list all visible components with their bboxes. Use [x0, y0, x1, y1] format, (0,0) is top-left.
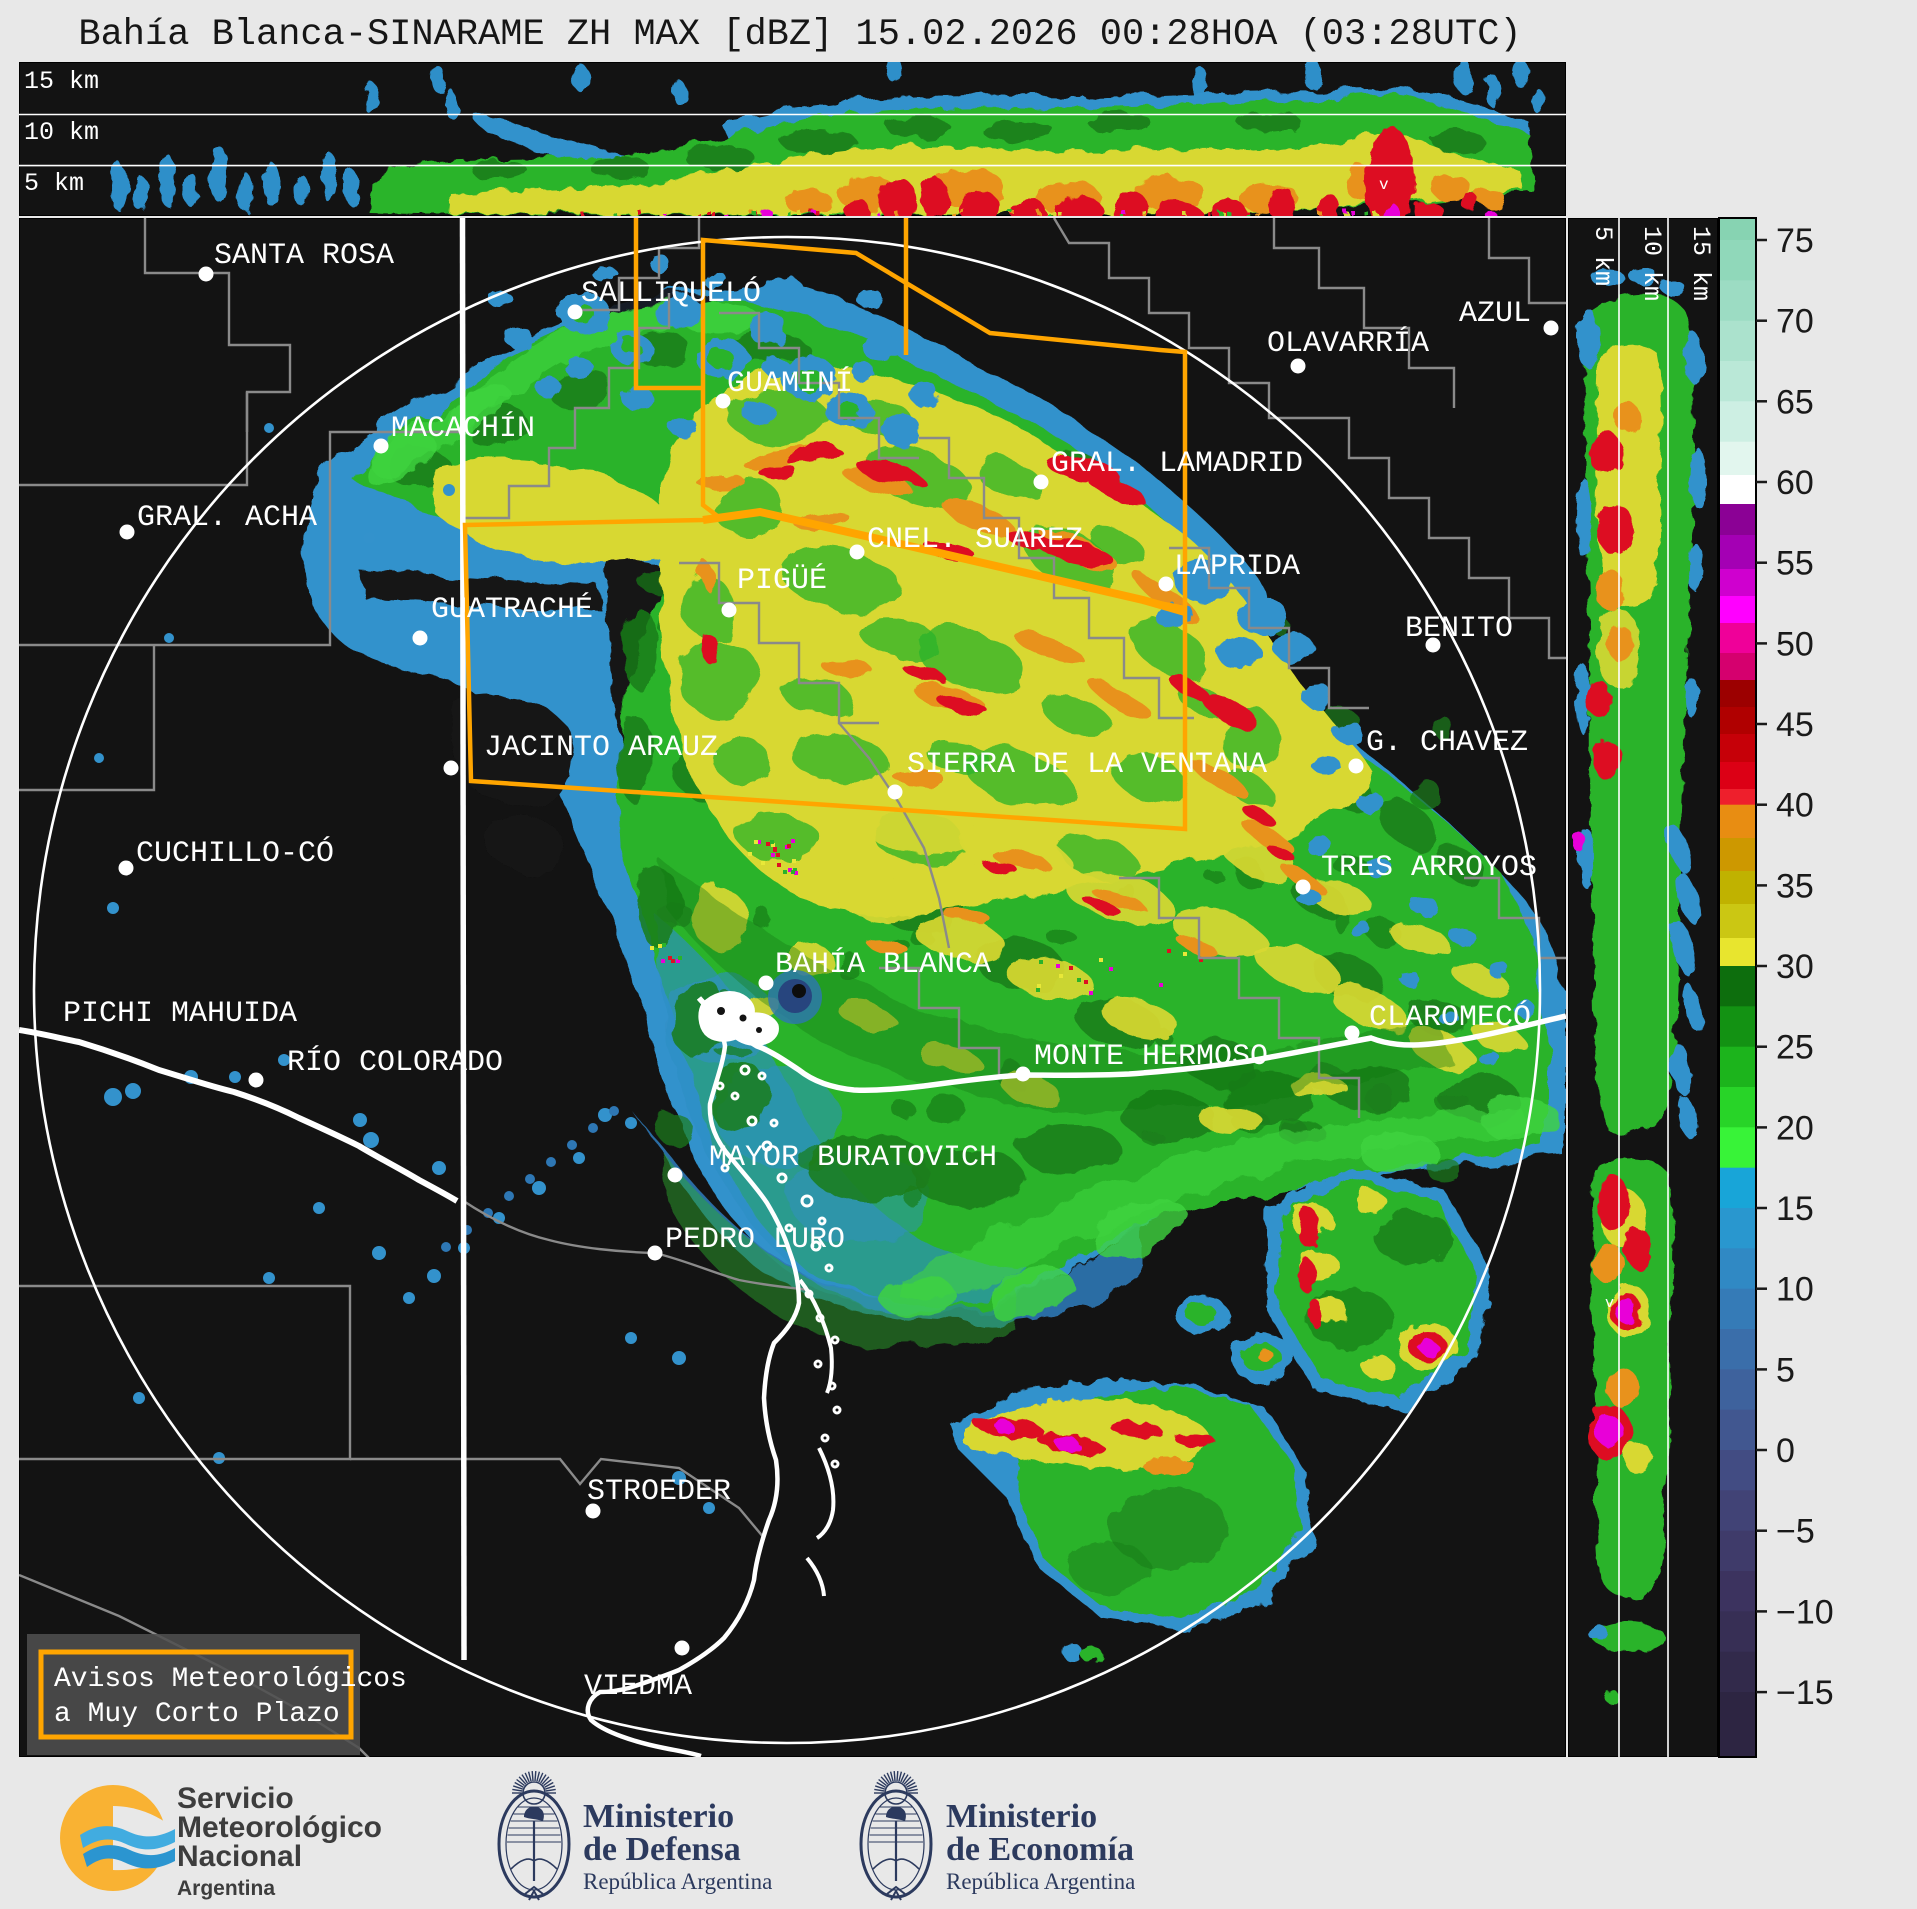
svg-text:PEDRO LURO: PEDRO LURO	[665, 1223, 845, 1257]
svg-text:10: 10	[1776, 1271, 1814, 1309]
svg-text:40: 40	[1776, 787, 1814, 825]
svg-text:20: 20	[1776, 1109, 1814, 1147]
svg-text:JACINTO ARAUZ: JACINTO ARAUZ	[484, 731, 718, 765]
svg-text:35: 35	[1776, 867, 1814, 905]
svg-text:GRAL. ACHA: GRAL. ACHA	[137, 501, 317, 535]
svg-text:Avisos Meteorológicos: Avisos Meteorológicos	[54, 1664, 407, 1695]
svg-text:CLAROMECÓ: CLAROMECÓ	[1369, 1000, 1531, 1035]
svg-text:5 km: 5 km	[24, 169, 84, 198]
svg-text:BAHÍA BLANCA: BAHÍA BLANCA	[775, 947, 991, 982]
svg-text:50: 50	[1776, 625, 1814, 663]
svg-text:G. CHAVEZ: G. CHAVEZ	[1366, 726, 1528, 760]
svg-text:60: 60	[1776, 464, 1814, 502]
svg-text:−15: −15	[1776, 1674, 1834, 1712]
svg-text:10 km: 10 km	[24, 118, 99, 147]
svg-text:GUATRACHÉ: GUATRACHÉ	[431, 592, 593, 627]
svg-text:SIERRA DE LA VENTANA: SIERRA DE LA VENTANA	[907, 748, 1267, 782]
svg-text:CUCHILLO-CÓ: CUCHILLO-CÓ	[136, 836, 334, 871]
svg-text:TRES ARROYOS: TRES ARROYOS	[1321, 851, 1537, 885]
svg-text:5: 5	[1776, 1351, 1795, 1389]
svg-text:55: 55	[1776, 545, 1814, 583]
svg-text:15: 15	[1776, 1190, 1814, 1228]
svg-text:GRAL. LAMADRID: GRAL. LAMADRID	[1051, 447, 1303, 481]
svg-text:15 km: 15 km	[24, 67, 99, 96]
svg-text:−5: −5	[1776, 1513, 1815, 1551]
svg-text:AZUL: AZUL	[1459, 297, 1531, 331]
svg-text:SANTA ROSA: SANTA ROSA	[214, 239, 394, 273]
svg-text:BENITO: BENITO	[1405, 612, 1513, 646]
svg-text:SALLIQUELÓ: SALLIQUELÓ	[581, 276, 761, 311]
svg-text:STROEDER: STROEDER	[587, 1475, 731, 1509]
svg-text:OLAVARRÍA: OLAVARRÍA	[1267, 326, 1429, 361]
svg-text:10 km: 10 km	[1637, 226, 1666, 301]
svg-text:MONTE HERMOSO: MONTE HERMOSO	[1034, 1040, 1268, 1074]
svg-text:CNEL. SUAREZ: CNEL. SUAREZ	[867, 523, 1083, 557]
svg-text:PICHI MAHUIDA: PICHI MAHUIDA	[63, 997, 297, 1031]
svg-text:MACACHÍN: MACACHÍN	[391, 411, 535, 446]
svg-text:v: v	[1605, 1295, 1614, 1312]
svg-text:LAPRIDA: LAPRIDA	[1174, 550, 1300, 584]
svg-text:0: 0	[1776, 1432, 1795, 1470]
svg-text:75: 75	[1776, 222, 1814, 260]
svg-text:70: 70	[1776, 303, 1814, 341]
svg-text:GUAMINÍ: GUAMINÍ	[727, 366, 853, 401]
svg-text:15 km: 15 km	[1686, 226, 1715, 301]
svg-text:25: 25	[1776, 1029, 1814, 1067]
svg-text:−10: −10	[1776, 1593, 1834, 1631]
svg-text:45: 45	[1776, 706, 1814, 744]
svg-text:65: 65	[1776, 383, 1814, 421]
svg-text:MAYOR BURATOVICH: MAYOR BURATOVICH	[709, 1141, 997, 1175]
svg-text:VIEDMA: VIEDMA	[584, 1670, 692, 1704]
svg-text:v: v	[1379, 176, 1389, 194]
svg-text:5 km: 5 km	[1588, 226, 1617, 286]
svg-text:a Muy Corto Plazo: a Muy Corto Plazo	[54, 1699, 340, 1730]
svg-text:PIGÜÉ: PIGÜÉ	[737, 563, 827, 598]
svg-text:30: 30	[1776, 948, 1814, 986]
svg-text:RÍO COLORADO: RÍO COLORADO	[287, 1045, 503, 1080]
